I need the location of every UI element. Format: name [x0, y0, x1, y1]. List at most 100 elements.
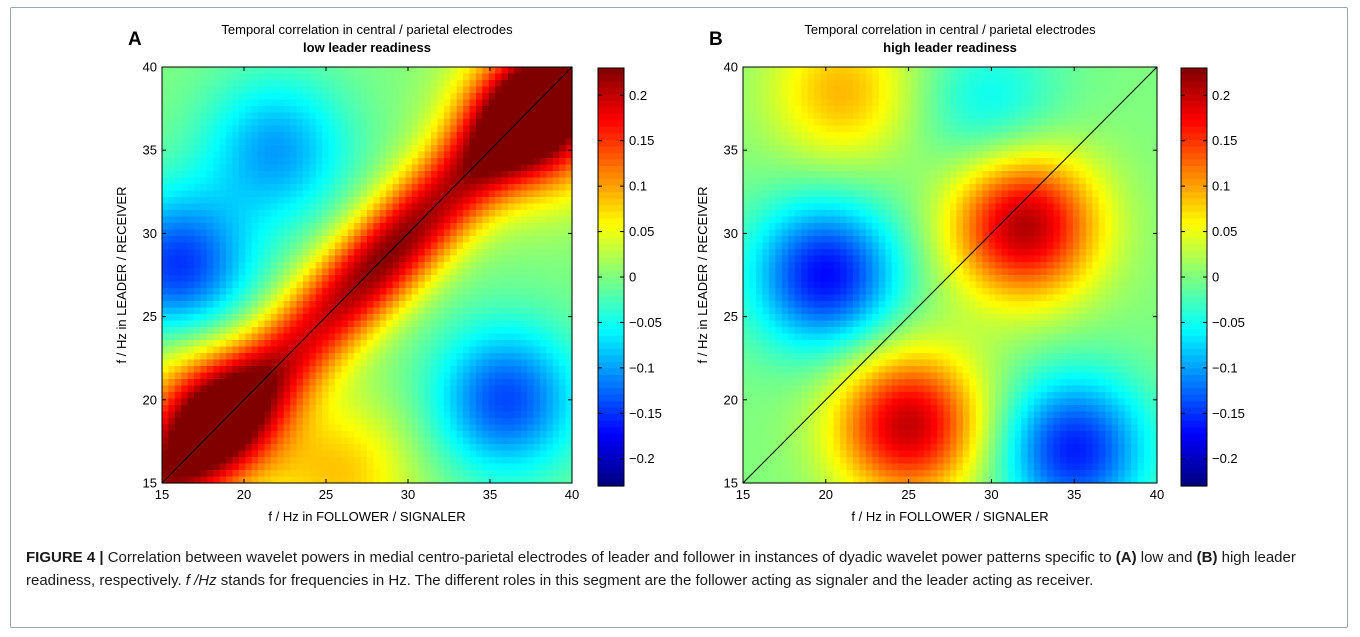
- heatmap-cell: [379, 203, 387, 211]
- heatmap-cell: [762, 177, 770, 185]
- heatmap-cell: [801, 476, 809, 484]
- heatmap-cell: [187, 307, 195, 315]
- heatmap-cell: [501, 398, 509, 406]
- heatmap-cell: [768, 171, 776, 179]
- heatmap-cell: [552, 190, 560, 198]
- heatmap-cell: [232, 398, 240, 406]
- heatmap-cell: [213, 314, 221, 322]
- heatmap-cell: [775, 431, 783, 439]
- heatmap-cell: [533, 301, 541, 309]
- heatmap-cell: [768, 463, 776, 471]
- heatmap-cell: [174, 372, 182, 380]
- heatmap-cell: [514, 80, 522, 88]
- heatmap-cell: [507, 86, 515, 94]
- heatmap-cell: [743, 112, 751, 120]
- heatmap-cell: [814, 340, 822, 348]
- heatmap-cell: [495, 281, 503, 289]
- heatmap-cell: [418, 463, 426, 471]
- heatmap-cell: [206, 223, 214, 231]
- heatmap-cell: [743, 392, 751, 400]
- heatmap-cell: [807, 346, 815, 354]
- heatmap-cell: [373, 353, 381, 361]
- heatmap-cell: [482, 457, 490, 465]
- heatmap-cell: [187, 346, 195, 354]
- heatmap-cell: [322, 249, 330, 257]
- heatmap-cell: [322, 366, 330, 374]
- heatmap-cell: [749, 320, 757, 328]
- heatmap-cell: [475, 67, 483, 75]
- heatmap-cell: [437, 86, 445, 94]
- heatmap-cell: [475, 437, 483, 445]
- heatmap-cell: [302, 281, 310, 289]
- heatmap-cell: [187, 411, 195, 419]
- heatmap-cell: [213, 268, 221, 276]
- heatmap-cell: [469, 268, 477, 276]
- heatmap-cell: [283, 262, 291, 270]
- heatmap-cell: [162, 125, 170, 133]
- heatmap-cell: [290, 470, 298, 478]
- heatmap-cell: [296, 359, 304, 367]
- heatmap-cell: [482, 210, 490, 218]
- heatmap-cell: [431, 106, 439, 114]
- heatmap-cell: [482, 249, 490, 257]
- heatmap-cell: [283, 379, 291, 387]
- heatmap-cell: [168, 307, 176, 315]
- heatmap-cell: [463, 457, 471, 465]
- heatmap-cell: [794, 177, 802, 185]
- heatmap-cell: [755, 255, 764, 263]
- heatmap-cell: [807, 249, 815, 257]
- heatmap-cell: [334, 294, 342, 302]
- heatmap-cell: [781, 93, 789, 101]
- heatmap-cell: [520, 476, 528, 484]
- heatmap-cell: [794, 132, 802, 140]
- heatmap-cell: [200, 372, 208, 380]
- heatmap-cell: [341, 333, 349, 341]
- heatmap-cell: [762, 307, 770, 315]
- heatmap-cell: [405, 301, 413, 309]
- heatmap-cell: [781, 262, 789, 270]
- heatmap-cell: [322, 307, 330, 315]
- heatmap-cell: [258, 262, 266, 270]
- heatmap-cell: [277, 210, 285, 218]
- heatmap-cell: [226, 145, 234, 153]
- heatmap-cell: [290, 138, 298, 146]
- heatmap-cell: [322, 158, 330, 166]
- heatmap-cell: [794, 80, 802, 88]
- heatmap-cell: [315, 327, 323, 335]
- heatmap-cell: [749, 262, 757, 270]
- heatmap-cell: [775, 210, 783, 218]
- heatmap-cell: [431, 424, 439, 432]
- heatmap-cell: [232, 171, 240, 179]
- heatmap-cell: [379, 262, 387, 270]
- heatmap-cell: [437, 184, 445, 192]
- heatmap-cell: [168, 340, 176, 348]
- heatmap-cell: [443, 392, 451, 400]
- heatmap-cell: [213, 392, 221, 400]
- heatmap-cell: [533, 314, 541, 322]
- heatmap-cell: [213, 80, 221, 88]
- heatmap-cell: [527, 125, 535, 133]
- heatmap-cell: [559, 275, 567, 283]
- heatmap-cell: [743, 125, 751, 133]
- heatmap-cell: [302, 346, 310, 354]
- heatmap-cell: [245, 203, 253, 211]
- heatmap-cell: [814, 346, 822, 354]
- colorbar-band: [598, 303, 624, 311]
- heatmap-cell: [181, 151, 189, 159]
- heatmap-cell: [245, 158, 253, 166]
- heatmap-cell: [482, 301, 490, 309]
- x-tick-label: 35: [483, 487, 497, 502]
- heatmap-cell: [463, 359, 471, 367]
- heatmap-cell: [322, 385, 330, 393]
- heatmap-cell: [450, 106, 458, 114]
- heatmap-cell: [392, 470, 400, 478]
- heatmap-cell: [469, 476, 477, 484]
- heatmap-cell: [251, 106, 259, 114]
- heatmap-cell: [755, 307, 764, 315]
- heatmap-cell: [788, 125, 796, 133]
- heatmap-cell: [322, 431, 330, 439]
- heatmap-cell: [392, 301, 400, 309]
- heatmap-cell: [520, 405, 528, 413]
- heatmap-cell: [302, 294, 310, 302]
- heatmap-cell: [814, 164, 822, 172]
